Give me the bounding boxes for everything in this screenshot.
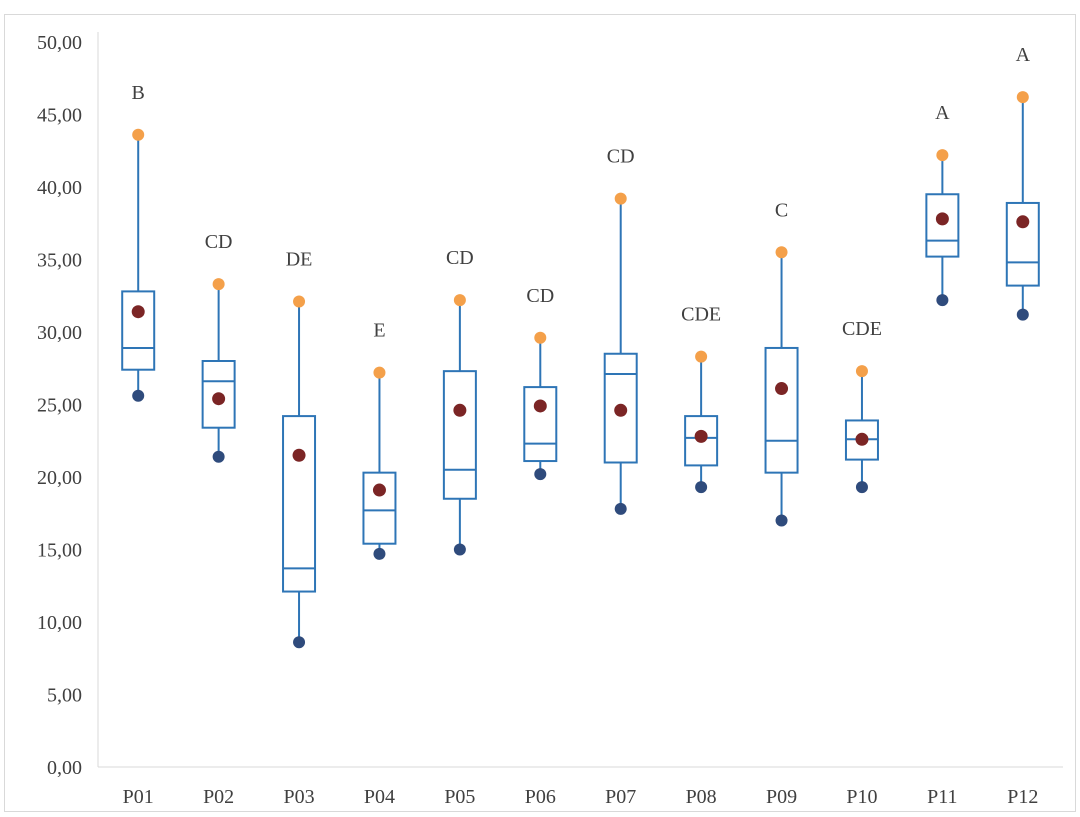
y-tick-label: 40,00 [37,177,82,199]
mean-marker [694,429,708,443]
x-tick-label: P05 [444,786,475,808]
box-iqr [523,386,558,463]
y-tick-label: 30,00 [37,322,82,344]
group-letter-label: C [775,199,788,221]
max-marker [212,278,225,291]
y-tick-label: 35,00 [37,250,82,272]
mean-marker [855,432,869,446]
x-tick-label: P06 [525,786,556,808]
group-letter-label: A [1016,44,1031,66]
box-iqr [764,346,799,474]
x-tick-label: P03 [283,786,314,808]
y-tick-label: 0,00 [47,757,82,779]
min-marker [212,450,225,463]
y-tick-label: 5,00 [47,685,82,707]
min-marker [855,481,868,494]
max-marker [936,149,949,162]
y-tick-label: 15,00 [37,540,82,562]
max-marker [373,366,386,379]
x-tick-label: P10 [846,786,877,808]
mean-marker [533,399,547,413]
x-tick-label: P12 [1007,786,1038,808]
x-tick-label: P07 [605,786,636,808]
min-marker [132,389,145,402]
box-iqr [925,193,960,258]
min-marker [695,481,708,494]
box-iqr [121,290,156,371]
box-iqr [442,370,477,500]
group-letter-label: E [373,320,385,342]
x-tick-label: P08 [686,786,717,808]
y-tick-label: 10,00 [37,612,82,634]
min-marker [534,468,547,481]
group-letter-label: B [132,82,145,104]
group-letter-label: DE [286,249,313,271]
group-letter-label: A [935,102,950,124]
mean-marker [775,382,789,396]
min-marker [775,514,788,527]
box-iqr [282,415,317,593]
max-marker [695,350,708,363]
mean-marker [935,212,949,226]
x-tick-label: P11 [927,786,957,808]
max-marker [453,294,466,307]
y-tick-label: 45,00 [37,105,82,127]
max-marker [293,295,306,308]
max-marker [855,365,868,378]
y-tick-label: 25,00 [37,395,82,417]
min-marker [453,543,466,556]
mean-marker [372,483,386,497]
group-letter-label: CDE [681,304,721,326]
x-tick-label: P04 [364,786,395,808]
x-tick-label: P02 [203,786,234,808]
group-letter-label: CD [526,285,554,307]
x-tick-label: P01 [123,786,154,808]
min-marker [293,636,306,649]
group-letter-label: CDE [842,318,882,340]
min-marker [373,547,386,560]
group-letter-label: CD [205,231,233,253]
chart-frame [4,14,1076,812]
max-marker [775,246,788,259]
min-marker [936,294,949,307]
group-letter-label: CD [446,247,474,269]
mean-marker [614,403,628,417]
y-tick-label: 20,00 [37,467,82,489]
mean-marker [212,392,226,406]
x-tick-label: P09 [766,786,797,808]
mean-marker [131,305,145,319]
max-marker [132,128,145,141]
max-marker [1016,91,1029,104]
min-marker [614,502,627,515]
mean-marker [292,448,306,462]
group-letter-label: CD [607,146,635,168]
min-marker [1016,308,1029,321]
box-iqr [362,471,397,545]
y-tick-label: 50,00 [37,32,82,54]
mean-marker [453,403,467,417]
mean-marker [1016,215,1030,229]
max-marker [614,192,627,205]
max-marker [534,331,547,344]
